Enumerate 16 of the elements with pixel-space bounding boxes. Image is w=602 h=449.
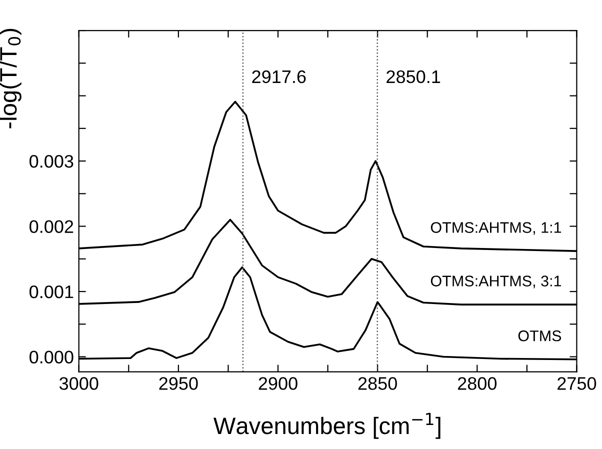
ref-line-label: 2850.1 xyxy=(386,70,440,84)
legend-label: OTMS xyxy=(518,330,562,342)
x-tick-label: 2800 xyxy=(458,377,497,390)
legend-label: OTMS:AHTMS, 1:1 xyxy=(430,222,562,235)
x-tick-label: 2950 xyxy=(159,377,198,390)
x-tick-label: 3000 xyxy=(59,377,98,390)
y-tick-label: 0.000 xyxy=(30,350,74,364)
y-tick-label: 0.002 xyxy=(30,220,74,233)
x-tick-label: 2750 xyxy=(558,377,596,390)
y-tick-label: 0.001 xyxy=(30,285,74,298)
x-tick-label: 2900 xyxy=(258,377,298,390)
x-axis-title: Wavenumbers [cm$^{−1}$] xyxy=(213,412,440,439)
y-tick-label: 0.003 xyxy=(30,154,74,168)
ref-line-label: 2917.6 xyxy=(252,70,306,84)
x-tick-label: 2850 xyxy=(358,377,397,390)
legend-label: OTMS:AHTMS, 3:1 xyxy=(430,276,562,288)
